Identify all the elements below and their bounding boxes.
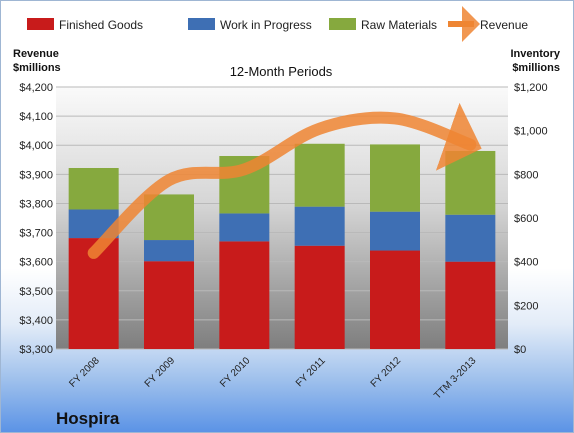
bar-raw-materials	[68, 168, 119, 210]
bar-raw-materials	[370, 144, 420, 212]
bar-work-in-progress	[445, 214, 496, 262]
legend-label-raw-materials: Raw Materials	[361, 18, 437, 32]
bar-finished-goods	[144, 261, 194, 349]
x-tick-label: TTM 3-2013	[432, 355, 479, 402]
y-left-tick-label: $4,100	[19, 111, 53, 123]
y-left-tick-label: $3,800	[19, 198, 53, 210]
bar-work-in-progress	[294, 206, 345, 246]
legend-swatch-work-in-progress	[188, 18, 215, 30]
revenue-line	[87, 102, 482, 259]
bar-finished-goods	[370, 250, 420, 349]
y-left-tick-label: $3,600	[19, 257, 53, 269]
x-axis: FY 2008 FY 2009 FY 2010 FY 2011 FY 2012 TTM 3…	[67, 355, 478, 402]
legend-label-finished-goods: Finished Goods	[59, 18, 143, 32]
legend-swatch-raw-materials	[329, 18, 356, 30]
y-right-tick-label: $400	[514, 257, 538, 269]
chart-title: 12-Month Periods	[230, 64, 333, 79]
y-left-tick-label: $4,200	[19, 82, 53, 94]
y-right-tick-label: $800	[514, 169, 538, 181]
legend-swatch-finished-goods	[27, 18, 54, 30]
y-left-axis: $3,300 $3,400 $3,500 $3,600 $3,700 $3,800 $3,9…	[19, 82, 53, 356]
bar-raw-materials	[445, 150, 496, 215]
bar-raw-materials	[144, 194, 194, 241]
x-tick-label: FY 2010	[218, 355, 253, 390]
bar-finished-goods	[294, 245, 345, 349]
bar-finished-goods	[219, 241, 270, 349]
company-name: Hospira	[56, 409, 120, 428]
y-right-tick-label: $200	[514, 300, 538, 312]
y-right-label-line1: Inventory	[510, 48, 560, 60]
bar-raw-materials	[294, 143, 345, 207]
legend-label-work-in-progress: Work in Progress	[220, 18, 312, 32]
y-right-tick-label: $600	[514, 213, 538, 225]
bar-work-in-progress	[219, 213, 270, 242]
legend-label-revenue: Revenue	[480, 18, 528, 32]
x-tick-label: FY 2011	[294, 355, 328, 389]
bar-work-in-progress	[144, 240, 194, 262]
gridlines	[56, 86, 508, 350]
y-left-tick-label: $3,400	[19, 315, 53, 327]
y-right-axis: $0 $200 $400 $600 $800 $1,000 $1,200	[514, 82, 548, 356]
y-left-label-line2: $millions	[13, 62, 61, 74]
line-revenue	[87, 102, 482, 259]
chart-legend: Finished Goods Work in Progress Raw Materi…	[27, 6, 528, 42]
y-left-tick-label: $3,500	[19, 286, 53, 298]
x-tick-label: FY 2009	[143, 355, 178, 390]
y-right-tick-label: $0	[514, 344, 526, 356]
y-right-tick-label: $1,000	[514, 126, 548, 138]
x-tick-label: FY 2012	[369, 355, 404, 390]
bar-work-in-progress	[370, 211, 420, 251]
y-left-tick-label: $3,900	[19, 169, 53, 181]
y-left-tick-label: $3,300	[19, 344, 53, 356]
y-left-tick-label: $3,700	[19, 228, 53, 240]
y-left-tick-label: $4,000	[19, 140, 53, 152]
y-right-tick-label: $1,200	[514, 82, 548, 94]
y-left-label-line1: Revenue	[13, 48, 59, 60]
bar-finished-goods	[445, 261, 496, 349]
y-right-label-line2: $millions	[512, 62, 560, 74]
x-tick-label: FY 2008	[67, 355, 102, 390]
